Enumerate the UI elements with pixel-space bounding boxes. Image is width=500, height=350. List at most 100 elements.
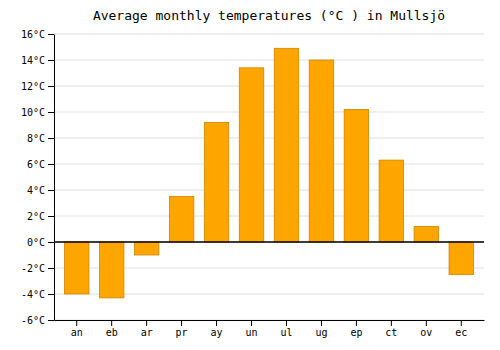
tick-label: ar: [141, 327, 153, 338]
tick: ct: [385, 320, 397, 338]
grid-line: [54, 60, 484, 61]
tick: ar: [141, 320, 153, 338]
tick-mark: [48, 190, 54, 191]
grid-line: [54, 190, 484, 191]
bar: [64, 242, 88, 294]
tick-mark: [181, 320, 182, 326]
bar: [379, 160, 403, 242]
tick-label: -6°C: [21, 315, 45, 326]
bar: [274, 48, 298, 242]
tick: -2°C: [21, 263, 54, 274]
tick-mark: [48, 320, 54, 321]
grid-line: [54, 216, 484, 217]
axis-domain: [54, 35, 55, 321]
tick-label: 16°C: [21, 29, 45, 40]
tick-mark: [111, 320, 112, 326]
tick-label: ay: [211, 327, 223, 338]
grid-line: [54, 86, 484, 87]
axis-domain: [55, 320, 485, 321]
tick-label: eb: [106, 327, 118, 338]
grid-line: [54, 164, 484, 165]
grid-line: [54, 138, 484, 139]
tick-mark: [216, 320, 217, 326]
tick-label: ec: [455, 327, 467, 338]
tick-label: 12°C: [21, 81, 45, 92]
tick: un: [245, 320, 257, 338]
tick-mark: [48, 294, 54, 295]
tick-label: 4°C: [27, 185, 45, 196]
bar: [99, 242, 123, 298]
tick-label: ep: [350, 327, 362, 338]
tick-mark: [461, 320, 462, 326]
tick: an: [71, 320, 83, 338]
tick-label: ug: [315, 327, 327, 338]
tick-mark: [48, 60, 54, 61]
bar: [309, 60, 333, 242]
bar: [134, 242, 158, 255]
tick-mark: [48, 112, 54, 113]
tick-mark: [48, 216, 54, 217]
zero-line: [54, 241, 484, 243]
tick-mark: [48, 34, 54, 35]
tick: 2°C: [27, 211, 54, 222]
tick-mark: [48, 242, 54, 243]
tick-label: 2°C: [27, 211, 45, 222]
tick-mark: [286, 320, 287, 326]
tick: 0°C: [27, 237, 54, 248]
tick-label: 14°C: [21, 55, 45, 66]
tick: 14°C: [21, 55, 54, 66]
bar: [414, 226, 438, 242]
bars: [64, 48, 473, 298]
tick-label: 8°C: [27, 133, 45, 144]
tick-label: an: [71, 327, 83, 338]
chart-svg: -6°C -4°C -2°C 0°C 2°C 4°C 6°C 8°C 10°C 12°C 14°C 1…: [0, 0, 500, 350]
chart-container: -6°C -4°C -2°C 0°C 2°C 4°C 6°C 8°C 10°C 12°C 14°C 1…: [0, 0, 500, 350]
tick-label: -2°C: [21, 263, 45, 274]
tick-label: ct: [385, 327, 397, 338]
tick-mark: [48, 268, 54, 269]
tick-mark: [321, 320, 322, 326]
tick-label: ov: [420, 327, 432, 338]
tick: ug: [315, 320, 327, 338]
tick-label: pr: [176, 327, 188, 338]
tick-mark: [356, 320, 357, 326]
bar: [449, 242, 473, 275]
tick-mark: [48, 86, 54, 87]
tick-label: 10°C: [21, 107, 45, 118]
tick-mark: [48, 164, 54, 165]
title: Average monthly temperatures (°C ) in Mu…: [93, 8, 445, 23]
tick: ov: [420, 320, 432, 338]
tick: 16°C: [21, 29, 54, 40]
tick: 6°C: [27, 159, 54, 170]
tick-mark: [146, 320, 147, 326]
bar: [239, 68, 263, 242]
tick: ay: [211, 320, 223, 338]
tick-mark: [48, 138, 54, 139]
tick-mark: [251, 320, 252, 326]
bar: [344, 109, 368, 242]
tick-label: 6°C: [27, 159, 45, 170]
tick-mark: [391, 320, 392, 326]
tick-label: 0°C: [27, 237, 45, 248]
tick: pr: [176, 320, 188, 338]
grid-line: [54, 320, 484, 321]
grid: [54, 34, 484, 320]
grid-line: [54, 242, 484, 243]
bar: [204, 122, 228, 242]
tick-mark: [76, 320, 77, 326]
tick: ec: [455, 320, 467, 338]
tick: 4°C: [27, 185, 54, 196]
tick-label: -4°C: [21, 289, 45, 300]
tick: 10°C: [21, 107, 54, 118]
y-axis: -6°C -4°C -2°C 0°C 2°C 4°C 6°C 8°C 10°C 12°C 14°C 1…: [21, 29, 55, 326]
tick-label: ul: [280, 327, 292, 338]
grid-line: [54, 34, 484, 35]
grid-line: [54, 112, 484, 113]
tick-label: un: [245, 327, 257, 338]
tick: ep: [350, 320, 362, 338]
tick: -4°C: [21, 289, 54, 300]
tick-mark: [426, 320, 427, 326]
tick: -6°C: [21, 315, 54, 326]
tick: ul: [280, 320, 292, 338]
bar: [169, 197, 193, 243]
